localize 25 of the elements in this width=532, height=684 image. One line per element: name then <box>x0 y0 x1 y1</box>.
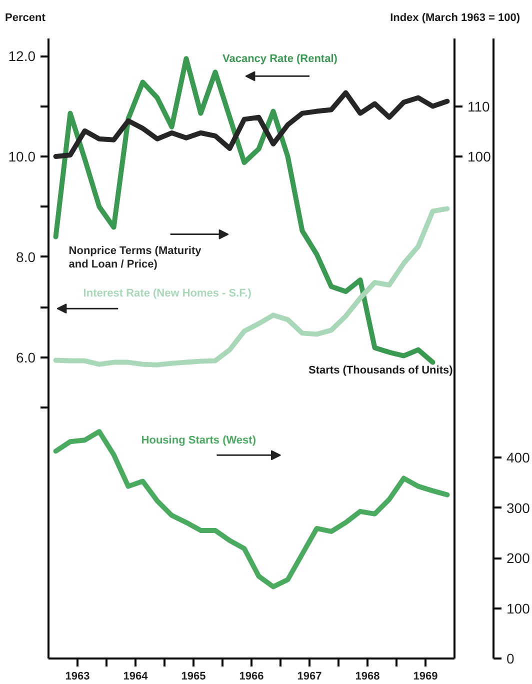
y3-axis-title: Starts (Thousands of Units) <box>308 364 454 376</box>
y-axis-title: Percent <box>5 11 46 26</box>
x-tick-label: 1963 <box>65 670 90 682</box>
y3-tick-label: 100 <box>506 600 530 616</box>
x-tick-label: 1965 <box>181 670 206 682</box>
x-tick-label: 1966 <box>239 670 264 682</box>
y-tick-label: 12.0 <box>8 48 36 64</box>
text: Housing Starts (West) <box>141 434 256 447</box>
text: Interest Rate (New Homes - S.F.) <box>83 288 252 300</box>
x-tick-label: 1964 <box>123 670 149 682</box>
y-tick-label: 6.0 <box>16 349 36 366</box>
y3-tick-label: 0 <box>506 650 514 666</box>
y3-tick-label: 300 <box>506 500 530 516</box>
x-tick-label: 1968 <box>355 670 380 682</box>
y3-tick-label: 400 <box>506 450 530 466</box>
y-tick-label: 8.0 <box>16 248 36 265</box>
y2-tick-label: 100 <box>468 148 492 164</box>
series-label: Vacancy Rate (Rental) <box>222 53 338 66</box>
x-tick-label: 1967 <box>297 670 322 682</box>
text: Nonprice Terms (Maturity and Loan / Price) <box>68 244 202 270</box>
y3-tick-label: 200 <box>506 550 530 566</box>
y2-tick-label: 110 <box>468 98 490 114</box>
y-tick-label: 10.0 <box>8 148 36 164</box>
x-tick-label: 1969 <box>413 670 438 682</box>
y2-axis-title: Index (March 1963 = 100) <box>390 11 520 26</box>
